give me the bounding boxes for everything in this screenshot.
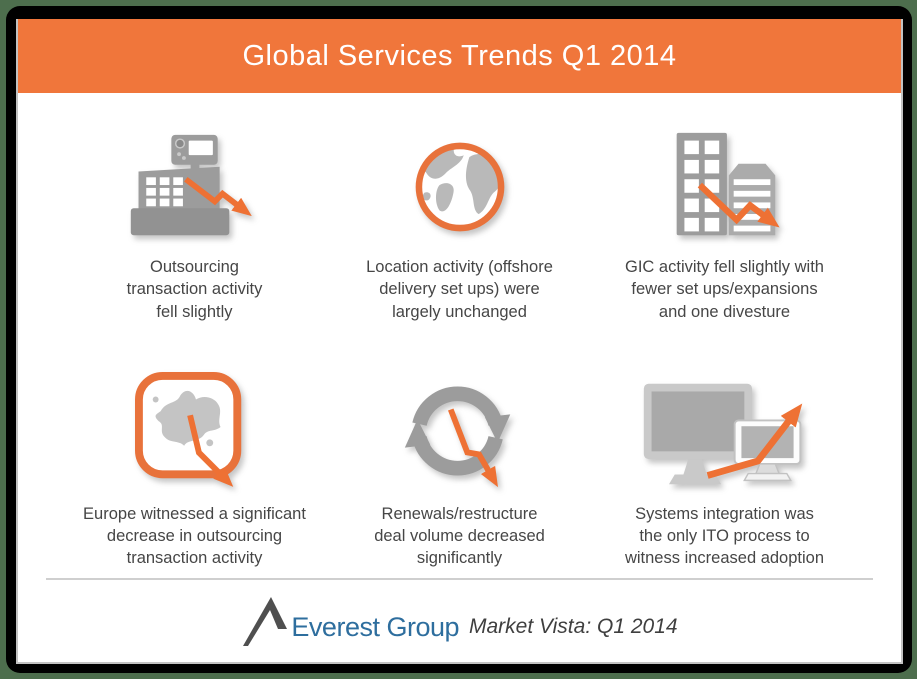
europe-map-decline-icon [134,371,241,487]
mountain-peak-icon [243,597,288,646]
footer-divider [46,578,873,580]
panel-location-activity: Location activity (offshore delivery set… [327,93,592,332]
small-monitor [733,418,801,481]
office-buildings-decline-icon [676,132,780,236]
page-title: Global Services Trends Q1 2014 [242,39,677,72]
panel-systems-integration: Systems integration was the only ITO pro… [592,332,857,579]
slide-card: Global Services Trends Q1 2014 [16,19,903,664]
computer-monitors-growth-icon [643,383,802,484]
icon-box [399,372,521,490]
trend-grid: Outsourcing transaction activity fell sl… [18,93,901,578]
icon-box [125,125,265,243]
panel-caption: Systems integration was the only ITO pro… [624,504,825,568]
decline-arrow-icon [186,414,233,487]
renewal-cycle-decline-icon [404,386,510,487]
decline-arrow-icon [447,407,498,487]
title-banner: Global Services Trends Q1 2014 [18,19,901,93]
icon-box [657,125,792,243]
report-tagline: Market Vista: Q1 2014 [469,615,678,638]
everest-group-logo: Everest Group Market Vista: Q1 2014 [241,594,678,648]
footer: Everest Group Market Vista: Q1 2014 [18,580,901,662]
growth-arrow-icon [706,403,802,479]
panel-caption: Renewals/restructure deal volume decreas… [374,504,545,568]
panel-caption: Location activity (offshore delivery set… [366,258,553,321]
panel-caption: GIC activity fell slightly with fewer se… [625,258,824,321]
panel-gic-activity: GIC activity fell slightly with fewer se… [592,93,857,332]
large-monitor [643,383,752,484]
panel-caption: Europe witnessed a significant decrease … [83,504,306,568]
panel-europe-decrease: Europe witnessed a significant decrease … [62,332,327,579]
cycle-arrows [404,386,510,475]
decline-arrow-icon [183,176,252,217]
icon-box [404,125,516,243]
panel-renewals-decrease: Renewals/restructure deal volume decreas… [327,332,592,579]
globe-icon [415,142,504,232]
slide-frame: Global Services Trends Q1 2014 [6,6,912,673]
brand-name: Everest Group [291,611,459,642]
windows [684,140,720,232]
panel-outsourcing-transactions: Outsourcing transaction activity fell sl… [62,93,327,332]
keypad [145,177,183,207]
icon-box [130,371,260,490]
cash-register-decline-icon [130,134,252,236]
icon-box [635,372,815,490]
decline-arrow-icon [697,182,780,228]
panel-caption: Outsourcing transaction activity fell sl… [126,258,263,321]
